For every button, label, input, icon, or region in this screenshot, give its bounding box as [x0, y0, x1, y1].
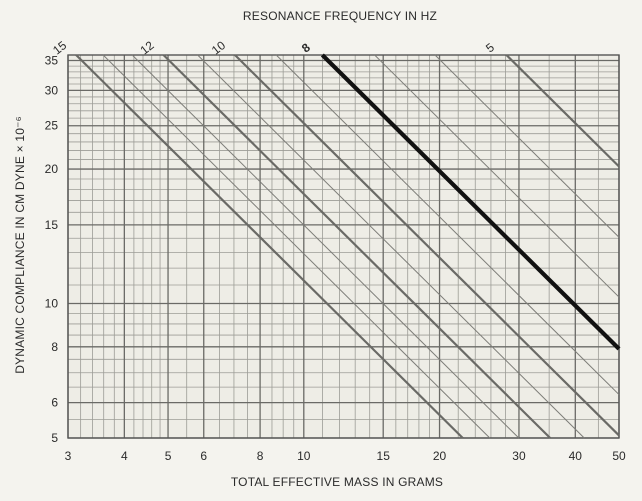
- x-tick-label: 30: [512, 449, 526, 463]
- y-tick-labels: 5 6 8 10 15 20 25 30 35: [45, 53, 59, 445]
- x-tick-label: 15: [377, 449, 391, 463]
- y-tick-label: 30: [45, 83, 59, 97]
- y-tick-label: 8: [51, 340, 58, 354]
- y-axis-label: DYNAMIC COMPLIANCE IN CM DYNE × 10⁻⁶: [13, 116, 27, 374]
- frequency-line-13hz: [131, 54, 520, 439]
- frequency-labels: 15 12 10 8 5: [50, 38, 497, 57]
- x-axis-label: TOTAL EFFECTIVE MASS IN GRAMS: [231, 475, 443, 489]
- frequency-line-11hz: [197, 54, 585, 439]
- plot-border: [67, 54, 620, 439]
- y-tick-label: 5: [51, 431, 58, 445]
- y-tick-label: 15: [45, 218, 59, 232]
- x-tick-label: 4: [121, 449, 128, 463]
- chart-title: RESONANCE FREQUENCY IN HZ: [243, 9, 437, 23]
- x-tick-label: 10: [297, 449, 311, 463]
- frequency-line-5hz: [505, 54, 620, 168]
- x-tick-labels: 3 4 5 6 8 10 15 20 30 40 50: [65, 449, 626, 463]
- x-tick-label: 20: [433, 449, 447, 463]
- plot-area: [68, 55, 619, 438]
- frequency-line-12hz: [162, 54, 551, 439]
- y-tick-label: 20: [45, 162, 59, 176]
- frequency-line-7hz: [374, 54, 620, 298]
- x-tick-label: 8: [257, 449, 264, 463]
- y-tick-label: 6: [51, 396, 58, 410]
- x-tick-label: 5: [165, 449, 172, 463]
- frequency-line-14hz: [102, 54, 491, 439]
- x-tick-label: 3: [65, 449, 72, 463]
- x-tick-label: 50: [612, 449, 626, 463]
- frequency-line-6hz: [434, 54, 620, 238]
- x-tick-label: 6: [200, 449, 207, 463]
- x-tick-label: 40: [569, 449, 583, 463]
- y-tick-label: 25: [45, 119, 59, 133]
- frequency-line-8hz: [320, 53, 621, 351]
- y-tick-label: 35: [45, 53, 59, 67]
- plot-background: [68, 55, 619, 438]
- minor-grid: [68, 55, 619, 438]
- frequency-line-15hz: [75, 54, 464, 439]
- y-tick-label: 10: [45, 297, 59, 311]
- frequency-line-10hz: [234, 54, 620, 437]
- frequency-lines: [75, 53, 621, 439]
- frequency-line-9hz: [275, 54, 620, 395]
